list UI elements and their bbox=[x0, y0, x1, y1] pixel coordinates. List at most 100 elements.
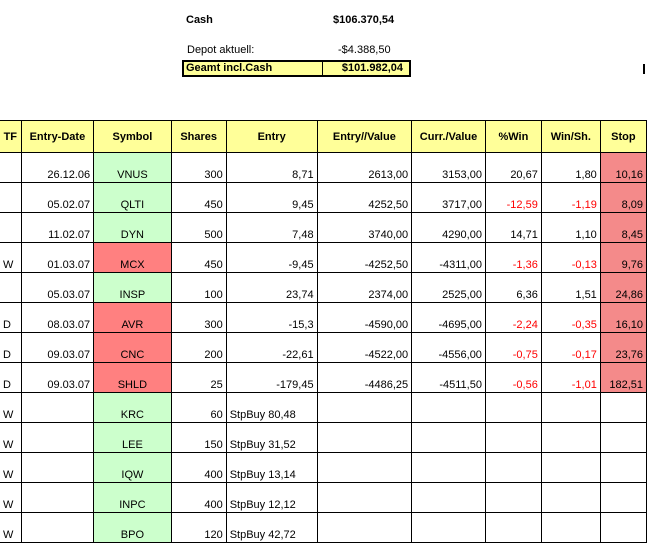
cell-entry-value[interactable] bbox=[316, 512, 413, 543]
cell-tf[interactable] bbox=[0, 212, 22, 243]
cell-tf[interactable] bbox=[0, 152, 22, 183]
cell-entry-value[interactable] bbox=[316, 422, 413, 453]
cell-entry-value[interactable]: -4522,00 bbox=[316, 332, 413, 363]
cell-win-per-share[interactable] bbox=[540, 392, 601, 423]
cell-curr-value[interactable] bbox=[411, 512, 486, 543]
cell-entry[interactable]: StpBuy 80,48 bbox=[225, 392, 318, 423]
cell-pct-win[interactable]: -1,36 bbox=[484, 242, 542, 273]
cell-entry[interactable]: StpBuy 42,72 bbox=[225, 512, 318, 543]
cell-symbol[interactable]: AVR bbox=[93, 302, 172, 333]
cell-win-per-share[interactable] bbox=[540, 482, 601, 513]
header-entry-date[interactable]: Entry-Date bbox=[20, 120, 95, 153]
cell-entry[interactable]: 23,74 bbox=[225, 272, 318, 303]
header-symbol[interactable]: Symbol bbox=[93, 120, 172, 153]
cell-tf[interactable]: W bbox=[0, 392, 22, 423]
cell-tf[interactable]: W bbox=[0, 482, 22, 513]
cell-win-per-share[interactable] bbox=[540, 422, 601, 453]
cell-symbol[interactable]: CNC bbox=[93, 332, 172, 363]
cell-symbol[interactable]: INPC bbox=[93, 482, 172, 513]
cell-win-per-share[interactable]: -0,35 bbox=[540, 302, 601, 333]
cell-stop[interactable]: 9,76 bbox=[599, 242, 648, 273]
cell-curr-value[interactable] bbox=[411, 392, 486, 423]
cell-curr-value[interactable]: 3717,00 bbox=[411, 182, 486, 213]
cell-pct-win[interactable]: -0,56 bbox=[484, 362, 542, 393]
cell-win-per-share[interactable] bbox=[540, 452, 601, 483]
cell-entry-date[interactable]: 08.03.07 bbox=[20, 302, 95, 333]
cell-pct-win[interactable] bbox=[484, 482, 542, 513]
cell-entry-date[interactable]: 05.02.07 bbox=[20, 182, 95, 213]
cell-stop[interactable] bbox=[599, 512, 648, 543]
cell-stop[interactable] bbox=[599, 482, 648, 513]
cell-entry[interactable]: 7,48 bbox=[225, 212, 318, 243]
cell-entry-value[interactable]: 4252,50 bbox=[316, 182, 413, 213]
cell-symbol[interactable]: IQW bbox=[93, 452, 172, 483]
cell-shares[interactable]: 300 bbox=[170, 302, 227, 333]
cell-win-per-share[interactable]: 1,51 bbox=[540, 272, 601, 303]
cell-entry-value[interactable]: 2374,00 bbox=[316, 272, 413, 303]
header-entry[interactable]: Entry bbox=[225, 120, 318, 153]
cell-shares[interactable]: 500 bbox=[170, 212, 227, 243]
cell-shares[interactable]: 200 bbox=[170, 332, 227, 363]
header-stop[interactable]: Stop bbox=[599, 120, 648, 153]
cell-entry[interactable]: StpBuy 12,12 bbox=[225, 482, 318, 513]
cell-entry-value[interactable]: 3740,00 bbox=[316, 212, 413, 243]
cell-shares[interactable]: 300 bbox=[170, 152, 227, 183]
cell-curr-value[interactable]: -4511,50 bbox=[411, 362, 486, 393]
cell-pct-win[interactable] bbox=[484, 452, 542, 483]
header-win-per-share[interactable]: Win/Sh. bbox=[540, 120, 601, 153]
cell-entry[interactable]: StpBuy 31,52 bbox=[225, 422, 318, 453]
cell-tf[interactable]: D bbox=[0, 302, 22, 333]
cell-win-per-share[interactable]: -1,19 bbox=[540, 182, 601, 213]
cell-tf[interactable]: D bbox=[0, 332, 22, 363]
cell-shares[interactable]: 450 bbox=[170, 242, 227, 273]
cell-stop[interactable]: 16,10 bbox=[599, 302, 648, 333]
cell-curr-value[interactable]: -4695,00 bbox=[411, 302, 486, 333]
cell-entry-date[interactable]: 26.12.06 bbox=[20, 152, 95, 183]
cell-symbol[interactable]: QLTI bbox=[93, 182, 172, 213]
cell-symbol[interactable]: VNUS bbox=[93, 152, 172, 183]
cell-pct-win[interactable] bbox=[484, 512, 542, 543]
cell-entry-date[interactable]: 01.03.07 bbox=[20, 242, 95, 273]
cell-entry-value[interactable]: -4590,00 bbox=[316, 302, 413, 333]
cell-curr-value[interactable]: -4311,00 bbox=[411, 242, 486, 273]
cell-entry[interactable]: StpBuy 13,14 bbox=[225, 452, 318, 483]
cell-tf[interactable]: W bbox=[0, 242, 22, 273]
cell-curr-value[interactable]: 2525,00 bbox=[411, 272, 486, 303]
cell-stop[interactable] bbox=[599, 422, 648, 453]
cell-win-per-share[interactable]: -0,13 bbox=[540, 242, 601, 273]
cell-entry-date[interactable]: 09.03.07 bbox=[20, 332, 95, 363]
header-entry-value[interactable]: Entry//Value bbox=[316, 120, 413, 153]
header-tf[interactable]: TF bbox=[0, 120, 22, 153]
cell-tf[interactable]: D bbox=[0, 362, 22, 393]
cell-stop[interactable]: 8,09 bbox=[599, 182, 648, 213]
cell-entry-value[interactable]: 2613,00 bbox=[316, 152, 413, 183]
cell-symbol[interactable]: LEE bbox=[93, 422, 172, 453]
cell-tf[interactable] bbox=[0, 272, 22, 303]
cell-pct-win[interactable] bbox=[484, 422, 542, 453]
cell-stop[interactable] bbox=[599, 452, 648, 483]
cell-stop[interactable]: 182,51 bbox=[599, 362, 648, 393]
cell-pct-win[interactable]: -2,24 bbox=[484, 302, 542, 333]
cell-shares[interactable]: 150 bbox=[170, 422, 227, 453]
header-pct-win[interactable]: %Win bbox=[484, 120, 542, 153]
cell-entry[interactable]: -9,45 bbox=[225, 242, 318, 273]
cell-entry-date[interactable] bbox=[20, 392, 95, 423]
cell-symbol[interactable]: INSP bbox=[93, 272, 172, 303]
cell-shares[interactable]: 60 bbox=[170, 392, 227, 423]
cell-shares[interactable]: 450 bbox=[170, 182, 227, 213]
cell-entry-value[interactable] bbox=[316, 482, 413, 513]
cell-curr-value[interactable] bbox=[411, 452, 486, 483]
cell-entry-date[interactable] bbox=[20, 512, 95, 543]
cell-symbol[interactable]: DYN bbox=[93, 212, 172, 243]
cell-shares[interactable]: 120 bbox=[170, 512, 227, 543]
cell-curr-value[interactable]: -4556,00 bbox=[411, 332, 486, 363]
cell-symbol[interactable]: BPO bbox=[93, 512, 172, 543]
cell-pct-win[interactable]: 14,71 bbox=[484, 212, 542, 243]
cell-tf[interactable] bbox=[0, 182, 22, 213]
cell-entry-value[interactable]: -4252,50 bbox=[316, 242, 413, 273]
cell-entry[interactable]: 9,45 bbox=[225, 182, 318, 213]
cell-entry[interactable]: -15,3 bbox=[225, 302, 318, 333]
cell-entry-value[interactable] bbox=[316, 392, 413, 423]
cell-stop[interactable]: 24,86 bbox=[599, 272, 648, 303]
cell-stop[interactable] bbox=[599, 392, 648, 423]
